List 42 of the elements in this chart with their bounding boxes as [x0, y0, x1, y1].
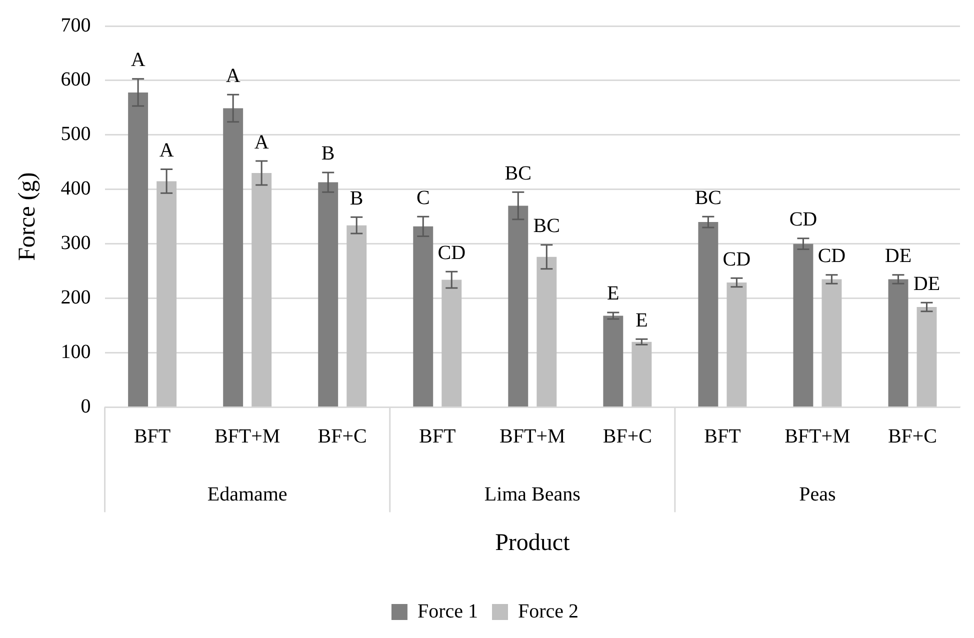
- data-label: A: [130, 49, 146, 72]
- data-label: B: [350, 187, 364, 210]
- y-tick-label: 700: [60, 14, 91, 36]
- x-tick-label: BF+C: [602, 425, 652, 448]
- y-tick-label: 400: [60, 178, 91, 200]
- data-label: BC: [694, 186, 722, 209]
- x-tick-label: BFT: [704, 425, 741, 448]
- data-label: DE: [884, 245, 912, 268]
- x-tick-label: BFT: [419, 425, 456, 448]
- legend-label: Force 1: [417, 600, 478, 622]
- y-tick-label: 200: [60, 286, 91, 309]
- legend-label: Force 2: [518, 600, 579, 622]
- x-tick-label: BFT+M: [500, 425, 566, 448]
- data-label: BC: [533, 215, 560, 238]
- y-tick-label: 300: [60, 232, 91, 254]
- data-label: CD: [818, 245, 846, 268]
- data-label: A: [226, 64, 241, 87]
- x-tick-label: BFT+M: [784, 425, 851, 448]
- y-tick-label: 100: [60, 340, 91, 363]
- text: Lima Beans: [484, 483, 581, 506]
- text: Edamame: [207, 483, 288, 506]
- data-label: C: [416, 186, 430, 209]
- data-label: CD: [438, 242, 466, 264]
- y-tick-label: 600: [60, 68, 91, 91]
- data-label: A: [254, 131, 270, 154]
- data-label: E: [607, 282, 620, 305]
- data-label: B: [321, 142, 335, 165]
- y-tick-label: 0: [80, 395, 91, 418]
- data-label: E: [636, 309, 648, 332]
- y-tick-label: 500: [60, 123, 91, 146]
- x-tick-label: BFT+M: [214, 425, 280, 448]
- text: Peas: [799, 483, 836, 506]
- x-tick-label: BF+C: [888, 425, 938, 448]
- data-label: A: [159, 139, 174, 162]
- y-axis-title: Force (g): [14, 172, 41, 261]
- data-label: CD: [789, 208, 818, 231]
- data-label: BC: [504, 162, 532, 184]
- x-axis-title: Product: [495, 530, 570, 556]
- x-tick-label: BF+C: [318, 425, 367, 448]
- x-tick-label: BFT: [134, 425, 171, 448]
- data-label: DE: [913, 272, 940, 295]
- data-label: CD: [722, 248, 751, 270]
